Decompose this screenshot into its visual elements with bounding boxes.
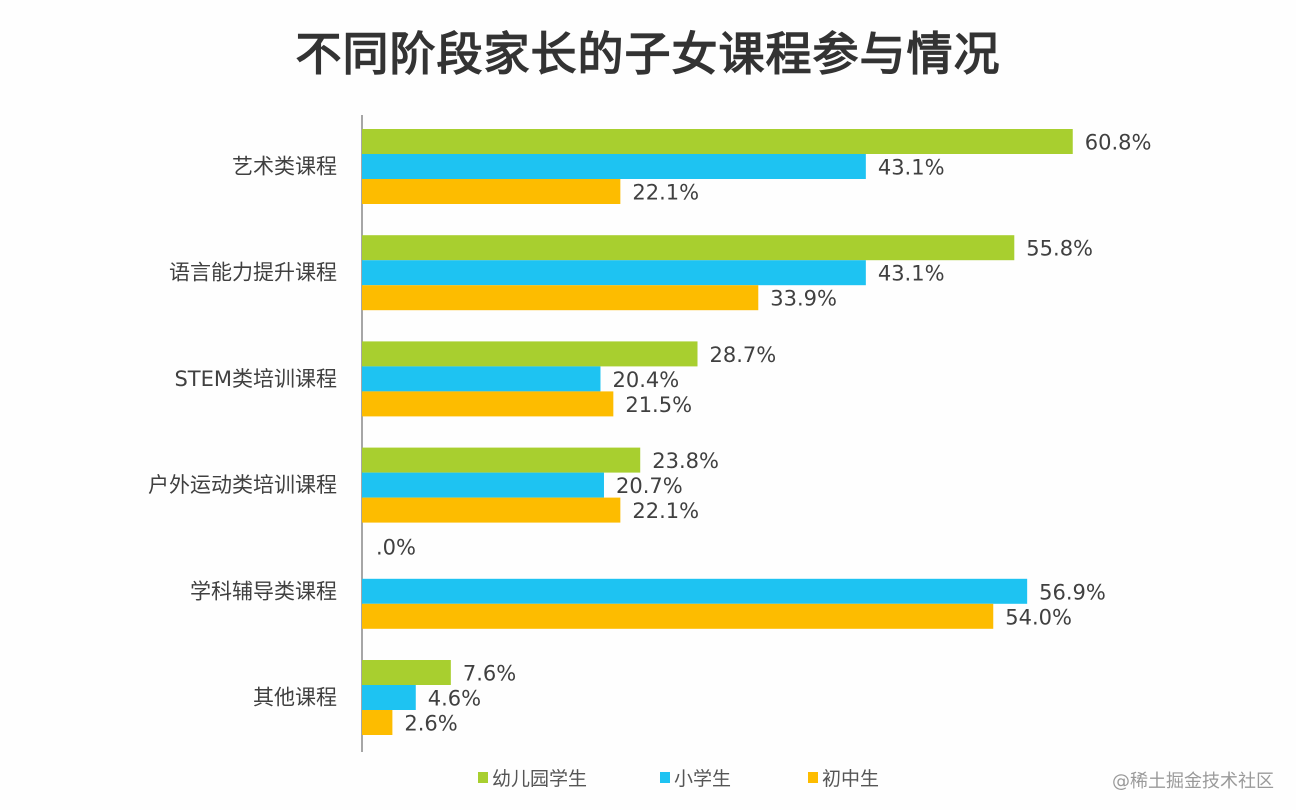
data-label: 28.7% <box>710 343 777 367</box>
data-label: .0% <box>376 535 416 559</box>
bar <box>362 578 1028 604</box>
legend-label: 小学生 <box>674 768 731 790</box>
legend-swatch <box>808 772 818 783</box>
category-label: 语言能力提升课程 <box>169 261 337 285</box>
category-label: 艺术类课程 <box>232 155 337 179</box>
bar <box>362 366 601 392</box>
bar <box>362 154 866 179</box>
legend-label: 幼儿园学生 <box>492 768 587 790</box>
data-label: 60.8% <box>1085 131 1152 155</box>
data-label: 22.1% <box>632 499 699 523</box>
bar <box>362 129 1073 154</box>
data-label: 43.1% <box>878 156 945 180</box>
data-label: 4.6% <box>428 687 481 711</box>
bar <box>362 660 451 685</box>
watermark: @稀土掘金技术社区 <box>1112 771 1274 792</box>
bar <box>362 235 1015 261</box>
category-label: 户外运动类培训课程 <box>148 473 337 497</box>
data-label: 21.5% <box>625 393 692 417</box>
data-label: 55.8% <box>1026 237 1093 261</box>
data-label: 43.1% <box>878 262 945 286</box>
bar <box>362 472 604 498</box>
legend-label: 初中生 <box>822 768 879 790</box>
data-label: 33.9% <box>770 287 837 311</box>
bar <box>362 685 416 710</box>
bar <box>362 260 866 286</box>
legend-swatch <box>660 772 670 783</box>
data-label: 2.6% <box>404 712 457 736</box>
bar <box>362 603 994 629</box>
bar <box>362 497 621 523</box>
data-label: 20.4% <box>612 368 679 392</box>
chart-title: 不同阶段家长的子女课程参与情况 <box>295 27 1001 81</box>
data-label: 20.7% <box>616 474 683 498</box>
bar <box>362 179 621 204</box>
bar <box>362 285 759 311</box>
data-label: 56.9% <box>1039 580 1106 604</box>
data-label: 22.1% <box>632 181 699 205</box>
bar <box>362 710 393 735</box>
data-label: 7.6% <box>463 662 516 686</box>
legend-swatch <box>478 772 488 783</box>
bar <box>362 391 614 417</box>
category-label: 学科辅导类课程 <box>190 579 337 603</box>
bar <box>362 447 641 473</box>
category-label: STEM类培训课程 <box>174 367 337 391</box>
data-label: 23.8% <box>652 449 719 473</box>
bar <box>362 341 698 367</box>
data-label: 54.0% <box>1005 605 1072 629</box>
category-label: 其他课程 <box>253 686 337 710</box>
